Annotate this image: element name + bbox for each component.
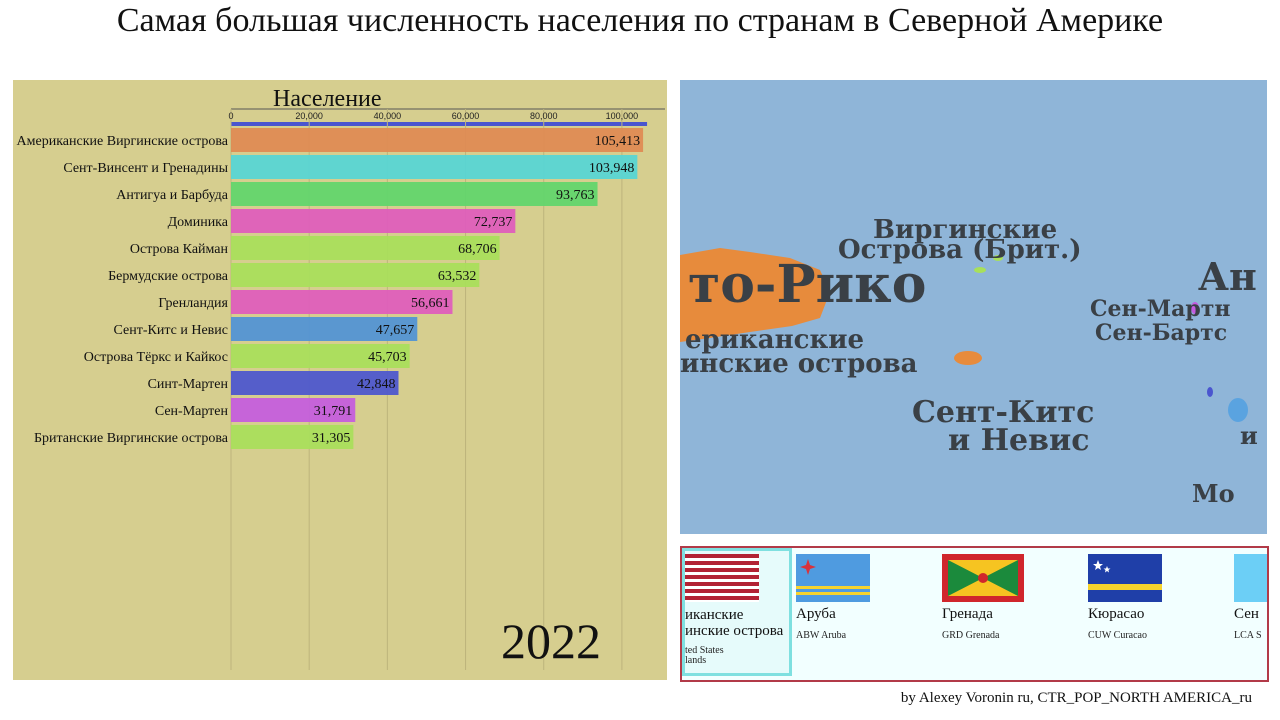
bar xyxy=(231,290,453,314)
category-label: Британские Виргинские острова xyxy=(34,431,229,446)
category-label: Антигуа и Барбуда xyxy=(116,188,229,203)
map-label-an: Ан xyxy=(1198,254,1257,299)
map-label-amer-virgin-1: ериканские xyxy=(685,325,864,355)
chart-title: Население xyxy=(273,86,382,112)
flag-item-saint-lucia: Сен LCA S xyxy=(1234,554,1267,674)
credit-text: by Alexey Voronin ru, CTR_POP_NORTH AMER… xyxy=(900,690,1252,706)
bar-value-label: 31,305 xyxy=(312,431,351,446)
total-indicator-bar xyxy=(231,122,648,126)
x-tick-label: 20,000 xyxy=(295,111,323,121)
bar xyxy=(231,344,410,368)
map-label-sen-bart: Сен-Бартс xyxy=(1095,320,1227,346)
map-label-virgin-brit-2: Острова (Брит.) xyxy=(838,235,1082,265)
bar-value-label: 56,661 xyxy=(411,296,450,311)
flag-code: ted States xyxy=(685,645,724,656)
flag-item-grenada: Гренада GRD Grenada xyxy=(942,554,1072,674)
usvi-flag-icon xyxy=(685,554,759,602)
bar xyxy=(231,425,354,449)
bar xyxy=(231,398,356,422)
flag-name: иканские xyxy=(685,607,744,623)
flag-code: GRD Grenada xyxy=(942,630,1000,641)
bar xyxy=(231,182,598,206)
grenada-flag-icon xyxy=(942,554,1024,602)
category-label: Синт-Мартен xyxy=(148,377,229,392)
category-label: Бермудские острова xyxy=(108,269,229,284)
bar xyxy=(231,209,516,233)
map-label-amer-virgin-2: инские острова xyxy=(680,349,918,379)
map-panel: Виргинские Острова (Брит.) то-Рико ерика… xyxy=(680,80,1267,534)
saint-lucia-flag-icon xyxy=(1234,554,1267,602)
x-tick-label: 80,000 xyxy=(530,111,558,121)
flag-name-line2: инские острова xyxy=(685,623,784,639)
flag-name: Аруба xyxy=(796,606,836,622)
bar xyxy=(231,371,399,395)
flag-item-aruba: Аруба ABW Aruba xyxy=(796,554,926,674)
category-label: Сент-Винсент и Гренадины xyxy=(63,161,228,176)
category-label: Острова Кайман xyxy=(130,242,229,257)
bar-value-label: 31,791 xyxy=(314,404,353,419)
curacao-flag-icon xyxy=(1088,554,1162,602)
bar-value-label: 47,657 xyxy=(376,323,415,338)
puerto-rico-landmass xyxy=(680,248,830,342)
virgin-island-a xyxy=(974,267,986,273)
bar xyxy=(231,128,644,152)
bar-chart: Население 0 20,000 40,000 60,000 80,000 100,00… xyxy=(17,86,665,670)
bar-value-label: 63,532 xyxy=(438,269,477,284)
bar xyxy=(231,236,500,260)
small-island-c xyxy=(1207,387,1213,397)
flag-name: Кюрасао xyxy=(1088,606,1145,622)
category-label: Сен-Мартен xyxy=(155,404,229,419)
bar xyxy=(231,263,480,287)
map-label-i-right: и xyxy=(1240,421,1258,450)
bar-value-label: 42,848 xyxy=(357,377,396,392)
flag-name: Гренада xyxy=(942,606,993,622)
bar-value-label: 72,737 xyxy=(474,215,513,230)
bar xyxy=(231,155,638,179)
small-island-b xyxy=(1228,398,1248,422)
map-label-sen-mart: Сен-Мартн xyxy=(1090,296,1230,322)
flag-strip: иканские инские острова ted States lands… xyxy=(680,546,1269,682)
category-label: Доминика xyxy=(168,215,229,230)
page-title: Самая большая численность населения по с… xyxy=(116,2,1164,39)
x-tick-label: 100,000 xyxy=(606,111,639,121)
bar-value-label: 103,948 xyxy=(589,161,635,176)
map-label-mon: Мо xyxy=(1192,479,1235,508)
flag-name: Сен xyxy=(1234,606,1259,622)
category-label: Гренландия xyxy=(158,296,228,311)
category-label: Сент-Китс и Невис xyxy=(114,323,228,338)
x-tick-label: 0 xyxy=(228,111,233,121)
flag-code-line2: lands xyxy=(685,655,707,666)
bar-value-label: 45,703 xyxy=(368,350,407,365)
bar-chart-panel: Население 0 20,000 40,000 60,000 80,000 100,00… xyxy=(13,80,667,680)
x-tick-label: 40,000 xyxy=(374,111,402,121)
map-label-skn-1: Сент-Китс xyxy=(912,395,1094,430)
flag-code: LCA S xyxy=(1234,630,1262,641)
map-label-puerto-rico: то-Рико xyxy=(688,254,926,315)
x-tick-label: 60,000 xyxy=(452,111,480,121)
small-island-a xyxy=(1191,302,1199,314)
map-label-skn-2: и Невис xyxy=(948,423,1090,458)
caribbean-map: Виргинские Острова (Брит.) то-Рико ерика… xyxy=(680,215,1258,508)
category-label: Американские Виргинские острова xyxy=(17,134,229,149)
st-croix-island xyxy=(954,351,982,365)
aruba-flag-icon xyxy=(796,554,870,602)
bar-value-label: 105,413 xyxy=(595,134,641,149)
flag-code: CUW Curacao xyxy=(1088,630,1147,641)
bar xyxy=(231,317,418,341)
year-label: 2022 xyxy=(501,613,601,669)
flag-item-curacao: Кюрасао CUW Curacao xyxy=(1088,554,1218,674)
flag-item-usvi: иканские инские острова ted States lands xyxy=(682,548,792,676)
category-label: Острова Тёркс и Кайкос xyxy=(84,350,228,365)
bar-value-label: 68,706 xyxy=(458,242,497,257)
virgin-island-b xyxy=(993,255,1003,261)
flag-code: ABW Aruba xyxy=(796,630,847,641)
map-label-virgin-brit-1: Виргинские xyxy=(873,215,1057,245)
bar-value-label: 93,763 xyxy=(556,188,595,203)
